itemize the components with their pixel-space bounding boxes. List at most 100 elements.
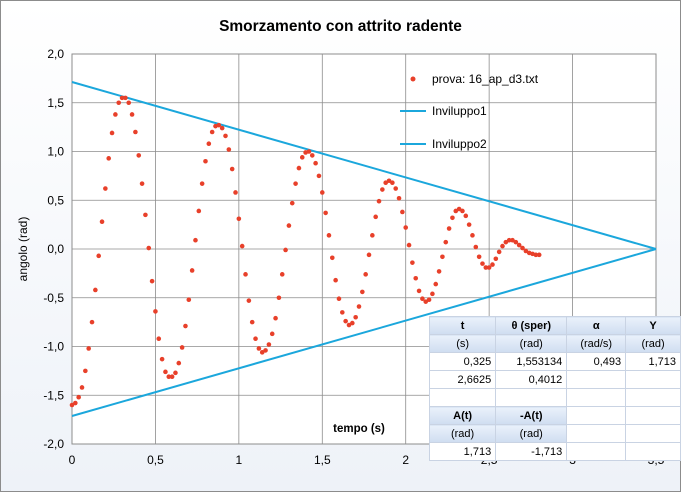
data-point <box>450 215 455 221</box>
data-point <box>453 208 459 214</box>
data-point <box>193 237 198 243</box>
data-point <box>456 206 462 212</box>
data-point <box>189 268 195 273</box>
y-tick-label: 0,5 <box>47 193 64 207</box>
data-point <box>503 239 509 245</box>
data-point <box>223 133 228 139</box>
data-point <box>136 153 142 158</box>
y-tick-label: 2,0 <box>47 47 64 61</box>
envelope-line <box>71 81 657 250</box>
data-point <box>166 374 172 380</box>
data-point <box>153 309 158 314</box>
data-point <box>89 319 95 325</box>
data-point <box>69 402 75 408</box>
data-point <box>159 356 165 362</box>
data-point <box>319 190 325 195</box>
table-cell: 0,493 <box>566 352 627 371</box>
data-point <box>129 112 135 117</box>
data-point <box>390 180 395 185</box>
data-point <box>423 299 429 304</box>
data-point <box>203 158 208 164</box>
legend: prova: 16_ap_d3.txt Inviluppo1 Inviluppo2 <box>400 72 539 151</box>
data-point <box>536 252 542 258</box>
data-point <box>239 243 245 249</box>
data-point <box>119 95 125 101</box>
x-tick-label: 0,5 <box>147 453 164 467</box>
data-point <box>133 129 138 135</box>
table-cell-empty <box>566 442 627 461</box>
data-point <box>176 360 182 366</box>
data-point <box>440 254 445 260</box>
data-point <box>289 200 295 206</box>
table-header-a: A(t) <box>428 406 497 425</box>
table-cell-empty <box>566 388 627 407</box>
x-tick-label: 2 <box>402 453 409 467</box>
data-point <box>416 288 422 294</box>
data-point <box>333 277 338 283</box>
data-point <box>263 348 268 353</box>
data-point <box>139 181 145 186</box>
data-point <box>500 243 505 249</box>
data-point <box>306 149 312 154</box>
data-point <box>446 226 452 231</box>
table-cell: 0,325 <box>428 352 497 371</box>
table-cell: -1,713 <box>495 442 568 461</box>
envelope-lines <box>71 81 657 417</box>
data-point <box>256 346 262 351</box>
table-cell <box>625 370 681 389</box>
data-point <box>346 322 352 328</box>
data-point <box>106 156 112 161</box>
x-tick-label: 0 <box>69 453 76 467</box>
data-point <box>296 165 302 171</box>
y-axis-label: angolo (rad) <box>16 217 30 282</box>
data-point <box>253 336 258 342</box>
table-cell: 2,6625 <box>428 370 497 389</box>
data-points <box>69 95 542 408</box>
data-point <box>506 237 512 243</box>
data-point <box>236 216 242 222</box>
data-point <box>433 281 439 287</box>
data-point <box>336 296 342 302</box>
data-point <box>406 242 412 248</box>
legend-label: Inviluppo1 <box>432 104 487 118</box>
data-point <box>516 242 522 248</box>
table-header-theta: θ (sper) <box>495 316 568 335</box>
data-point <box>173 370 178 376</box>
data-point <box>463 213 469 219</box>
data-point <box>293 181 298 186</box>
data-point <box>326 233 332 238</box>
table-header-alpha: α <box>566 316 627 335</box>
data-point <box>279 272 285 277</box>
data-point <box>93 287 98 293</box>
data-point <box>126 100 132 106</box>
y-tick-label: -1,5 <box>43 388 64 402</box>
x-tick-label: 1,5 <box>314 453 331 467</box>
chart-title: Smorzamento con attrito radente <box>219 18 462 35</box>
data-point <box>273 315 278 321</box>
table-cell: 1,713 <box>428 442 497 461</box>
data-point <box>313 160 318 166</box>
data-point <box>76 394 81 400</box>
data-point <box>360 289 365 295</box>
data-point <box>430 291 435 297</box>
data-point <box>363 272 368 277</box>
data-point <box>403 225 409 230</box>
data-point <box>169 374 175 380</box>
y-tick-label: 1,5 <box>47 96 64 110</box>
data-point <box>353 314 358 320</box>
x-axis-label: tempo (s) <box>333 423 385 435</box>
data-point <box>473 244 479 250</box>
data-point <box>490 262 495 267</box>
y-tick-label: 0,0 <box>47 242 64 256</box>
data-point <box>99 219 105 224</box>
data-point <box>523 248 529 254</box>
data-point <box>143 212 148 218</box>
table-cell: 1,713 <box>625 352 681 371</box>
table-cell <box>566 370 627 389</box>
table-cell-empty <box>625 424 681 443</box>
data-point <box>186 297 192 303</box>
data-point <box>343 318 348 324</box>
data-point <box>146 245 152 251</box>
data-point <box>329 255 335 261</box>
table-cell-empty <box>625 442 681 461</box>
